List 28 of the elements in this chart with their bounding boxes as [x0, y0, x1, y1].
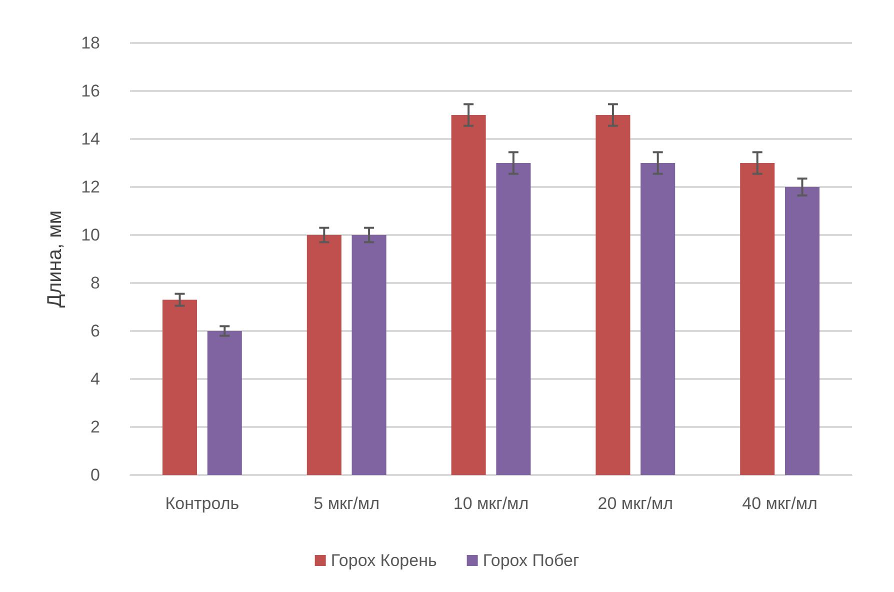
- bar: [740, 163, 775, 475]
- y-tick-label: 18: [81, 34, 100, 52]
- y-axis-title: Длина, мм: [44, 210, 66, 308]
- y-tick-label: 4: [90, 370, 100, 388]
- y-tick-label: 8: [90, 274, 100, 292]
- x-tick-label: 20 мкг/мл: [598, 494, 674, 513]
- y-tick-label: 16: [81, 82, 100, 100]
- x-tick-label: 40 мкг/мл: [742, 494, 818, 513]
- y-tick-label: 12: [81, 178, 100, 196]
- legend-label: Горох Корень: [330, 551, 437, 570]
- x-tick-label: 10 мкг/мл: [453, 494, 529, 513]
- y-tick-label: 0: [90, 466, 100, 484]
- bar: [207, 331, 242, 475]
- bar: [596, 115, 630, 475]
- bar: [496, 163, 531, 475]
- x-tick-label: 5 мкг/мл: [314, 494, 380, 513]
- y-tick-label: 10: [81, 226, 100, 244]
- bar: [451, 115, 486, 475]
- bar: [306, 235, 342, 475]
- legend-label: Горох Побег: [482, 551, 580, 570]
- bar: [352, 235, 386, 475]
- y-tick-label: 6: [90, 322, 100, 340]
- y-tick-label: 14: [81, 130, 100, 148]
- y-tick-label: 2: [90, 418, 100, 436]
- bar: [640, 163, 676, 475]
- x-tick-label: Контроль: [165, 494, 240, 513]
- bar: [162, 300, 198, 475]
- bar: [784, 187, 820, 475]
